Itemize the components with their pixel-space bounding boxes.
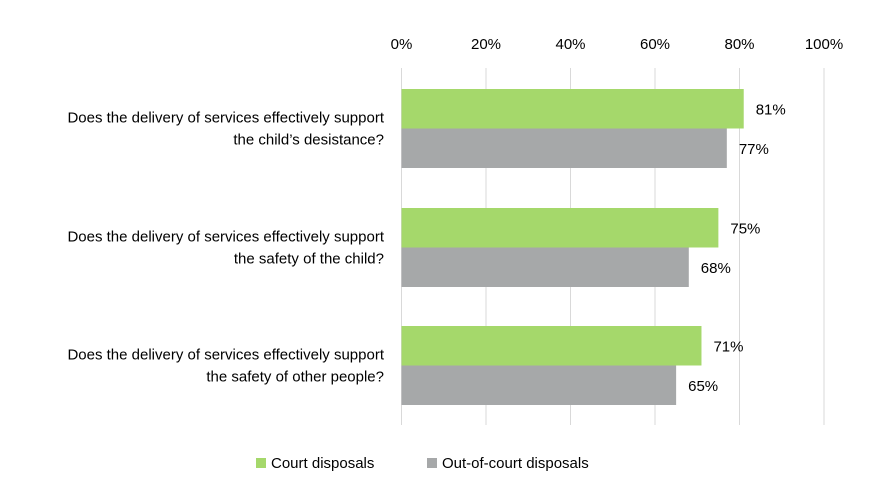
legend-label: Out-of-court disposals (442, 455, 589, 472)
category-label: the safety of the child? (234, 251, 384, 268)
x-tick-label: 60% (640, 36, 670, 53)
x-tick-label: 100% (805, 36, 843, 53)
x-tick-label: 80% (724, 36, 754, 53)
data-label: 81% (756, 101, 786, 118)
category-label: Does the delivery of services effectivel… (67, 229, 384, 246)
bar-out-of-court (401, 128, 727, 168)
legend-swatch (427, 458, 437, 468)
bar-court (401, 326, 702, 366)
x-tick-label: 0% (391, 36, 413, 53)
category-label: the safety of other people? (206, 369, 384, 386)
data-label: 68% (701, 260, 731, 277)
category-label: Does the delivery of services effectivel… (67, 347, 384, 364)
data-label: 75% (730, 220, 760, 237)
bar-out-of-court (401, 247, 689, 287)
data-label: 71% (713, 338, 743, 355)
legend-label: Court disposals (271, 455, 374, 472)
bar-court (401, 89, 744, 129)
bar-out-of-court (401, 365, 677, 405)
x-tick-label: 40% (555, 36, 585, 53)
category-label: the child’s desistance? (233, 132, 384, 149)
x-tick-label: 20% (471, 36, 501, 53)
legend-swatch (256, 458, 266, 468)
bar-court (401, 208, 719, 248)
data-label: 65% (688, 378, 718, 395)
category-label: Does the delivery of services effectivel… (67, 110, 384, 127)
data-label: 77% (739, 141, 769, 158)
